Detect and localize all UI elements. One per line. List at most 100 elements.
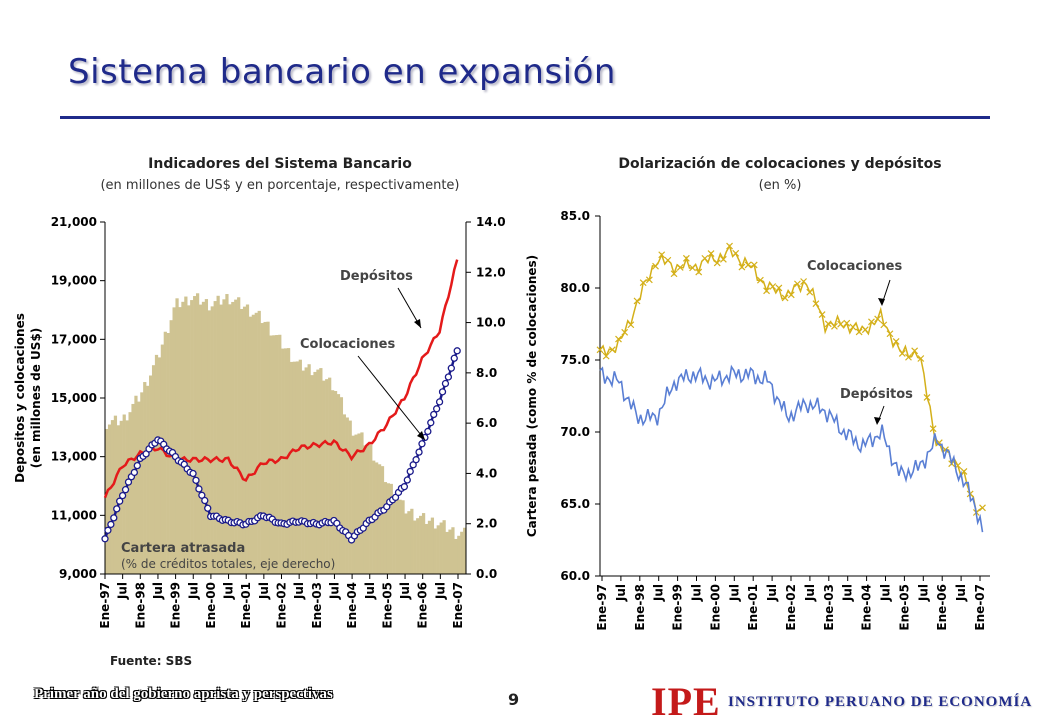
cartera-bar (351, 435, 355, 574)
cartera-bar (419, 515, 423, 574)
annotation-depositos: Depósitos (840, 387, 913, 402)
colocaciones-point (874, 315, 882, 323)
colocaciones-point (189, 469, 197, 478)
cartera-bar (457, 535, 461, 574)
colocaciones-point (719, 255, 727, 263)
colocaciones-point (192, 476, 200, 484)
cartera-bar (360, 432, 364, 574)
cartera-bar (154, 354, 159, 574)
cartera-bar (169, 320, 173, 574)
cartera-bar (310, 375, 314, 574)
depositos-line (599, 364, 984, 533)
colocaciones-point (892, 338, 900, 345)
cartera-bar (433, 528, 437, 574)
right-x-tick-label: Jul (614, 584, 628, 602)
cartera-bar (237, 297, 241, 574)
cartera-bar (342, 414, 346, 574)
cartera-bar (369, 444, 373, 574)
colocaciones-point (107, 520, 115, 529)
colocaciones-point (633, 297, 641, 305)
left-x-tick-label: Ene-05 (380, 582, 394, 629)
colocaciones-point (116, 497, 124, 505)
colocaciones-point (121, 486, 130, 494)
colocaciones-point (444, 373, 453, 381)
footer-caption: Primer año del gobierno aprista y perspe… (34, 686, 333, 702)
cartera-bar (231, 301, 235, 574)
colocaciones-point (433, 405, 441, 413)
colocaciones-point (689, 264, 696, 272)
annotation-cartera: Cartera atrasada (121, 541, 245, 556)
colocaciones-point (726, 242, 733, 250)
colocaciones-point (812, 300, 820, 308)
colocaciones-point (831, 322, 838, 330)
right-x-tick-label: Ene-99 (671, 584, 685, 631)
annotation-colocaciones-arrowhead (417, 431, 425, 440)
colocaciones-point (738, 263, 746, 271)
colocaciones-point (621, 328, 629, 336)
left-y-tick-label: 15,000 (51, 391, 97, 405)
annotation-depositos-arrowhead (414, 319, 421, 328)
colocaciones-line (599, 244, 983, 514)
cartera-bar (131, 403, 135, 574)
cartera-bar (245, 304, 250, 574)
cartera-bar (216, 295, 220, 574)
colocaciones-point (664, 256, 672, 264)
y-axis-title: Cartera pesada (como % de colocaciones) (525, 255, 539, 537)
left-x-tick-label: Jul (116, 582, 130, 600)
colocaciones-point (110, 514, 118, 522)
colocaciones-point (652, 262, 659, 270)
colocaciones-point (905, 353, 912, 361)
cartera-bar (366, 444, 370, 574)
cartera-bar (175, 298, 179, 574)
annotation-depositos-arrowhead (874, 417, 881, 425)
cartera-bar (272, 335, 276, 574)
colocaciones-point (447, 364, 455, 372)
colocaciones-point (418, 440, 426, 448)
cartera-bar (401, 500, 405, 574)
right-x-tick-label: Ene-04 (860, 584, 874, 631)
right-x-tick-label: Ene-97 (595, 584, 609, 631)
cartera-bar (254, 312, 258, 574)
cartera-bar (445, 531, 449, 574)
colocaciones-point (756, 276, 764, 284)
left-x-tick-label: Jul (398, 582, 412, 600)
colocaciones-point (886, 330, 894, 338)
left-x-tick-label: Ene-06 (416, 582, 430, 629)
right-y-tick-label: 10.0 (476, 316, 506, 330)
left-chart-title: Indicadores del Sistema Bancario (148, 156, 412, 172)
colocaciones-point (627, 321, 635, 329)
colocaciones-point (406, 467, 414, 476)
y-tick-label: 85.0 (560, 209, 590, 223)
cartera-bar (128, 412, 132, 574)
colocaciones-point (806, 288, 814, 296)
y-tick-label: 80.0 (560, 281, 590, 295)
colocaciones-point (849, 323, 857, 331)
colocaciones-point (608, 346, 616, 354)
cartera-bar (207, 310, 211, 574)
cartera-bar (266, 321, 270, 574)
cartera-bar (137, 401, 141, 574)
cartera-bar (416, 518, 420, 574)
cartera-bar (222, 299, 226, 574)
y-tick-label: 70.0 (560, 425, 590, 439)
cartera-bar (398, 499, 402, 574)
cartera-bar (125, 420, 129, 574)
cartera-bar (178, 307, 182, 574)
right-y-tick-label: 8.0 (476, 366, 497, 380)
cartera-bar (442, 520, 446, 574)
cartera-bar (460, 531, 464, 574)
cartera-bar (228, 304, 232, 574)
colocaciones-point (898, 350, 906, 357)
cartera-bar (345, 417, 349, 574)
cartera-bar (325, 379, 329, 574)
cartera-bar (436, 525, 440, 574)
colocaciones-point (104, 526, 112, 534)
left-x-tick-label: Ene-98 (133, 582, 147, 629)
colocaciones-point (124, 478, 133, 486)
annotation-cartera-sub: (% de créditos totales, eje derecho) (121, 557, 335, 571)
right-chart-title: Dolarización de colocaciones y depósitos (618, 156, 942, 172)
colocaciones-point (441, 379, 450, 388)
colocaciones-point (713, 259, 721, 267)
colocaciones-point (701, 254, 709, 262)
colocaciones-point (707, 250, 715, 257)
